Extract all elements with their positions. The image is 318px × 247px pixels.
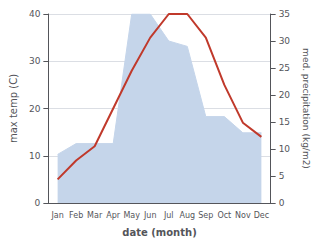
svg-text:30: 30 [29,56,41,66]
svg-text:Jan: Jan [50,211,63,220]
svg-text:5: 5 [279,171,285,181]
svg-text:Mar: Mar [87,211,103,220]
svg-text:35: 35 [279,9,290,19]
svg-text:Jun: Jun [143,211,157,220]
svg-text:Apr: Apr [106,211,121,220]
svg-text:15: 15 [279,117,290,127]
svg-text:0: 0 [35,198,41,208]
svg-text:Feb: Feb [69,211,83,220]
svg-text:Oct: Oct [217,211,231,220]
svg-text:Dec: Dec [254,211,269,220]
svg-text:10: 10 [279,144,291,154]
svg-text:20: 20 [29,104,41,114]
svg-text:Jul: Jul [163,211,174,220]
svg-text:max temp (C): max temp (C) [8,74,19,143]
svg-text:Aug: Aug [179,211,195,220]
svg-text:0: 0 [279,198,285,208]
svg-text:40: 40 [29,9,41,19]
svg-text:med. precipitation (kg/m2): med. precipitation (kg/m2) [301,48,311,169]
svg-text:May: May [123,211,140,220]
svg-text:30: 30 [279,36,291,46]
svg-text:20: 20 [279,90,291,100]
svg-text:10: 10 [29,151,41,161]
svg-text:Nov: Nov [235,211,251,220]
svg-text:date (month): date (month) [122,227,196,238]
svg-text:25: 25 [279,63,290,73]
svg-text:Sep: Sep [198,211,213,220]
